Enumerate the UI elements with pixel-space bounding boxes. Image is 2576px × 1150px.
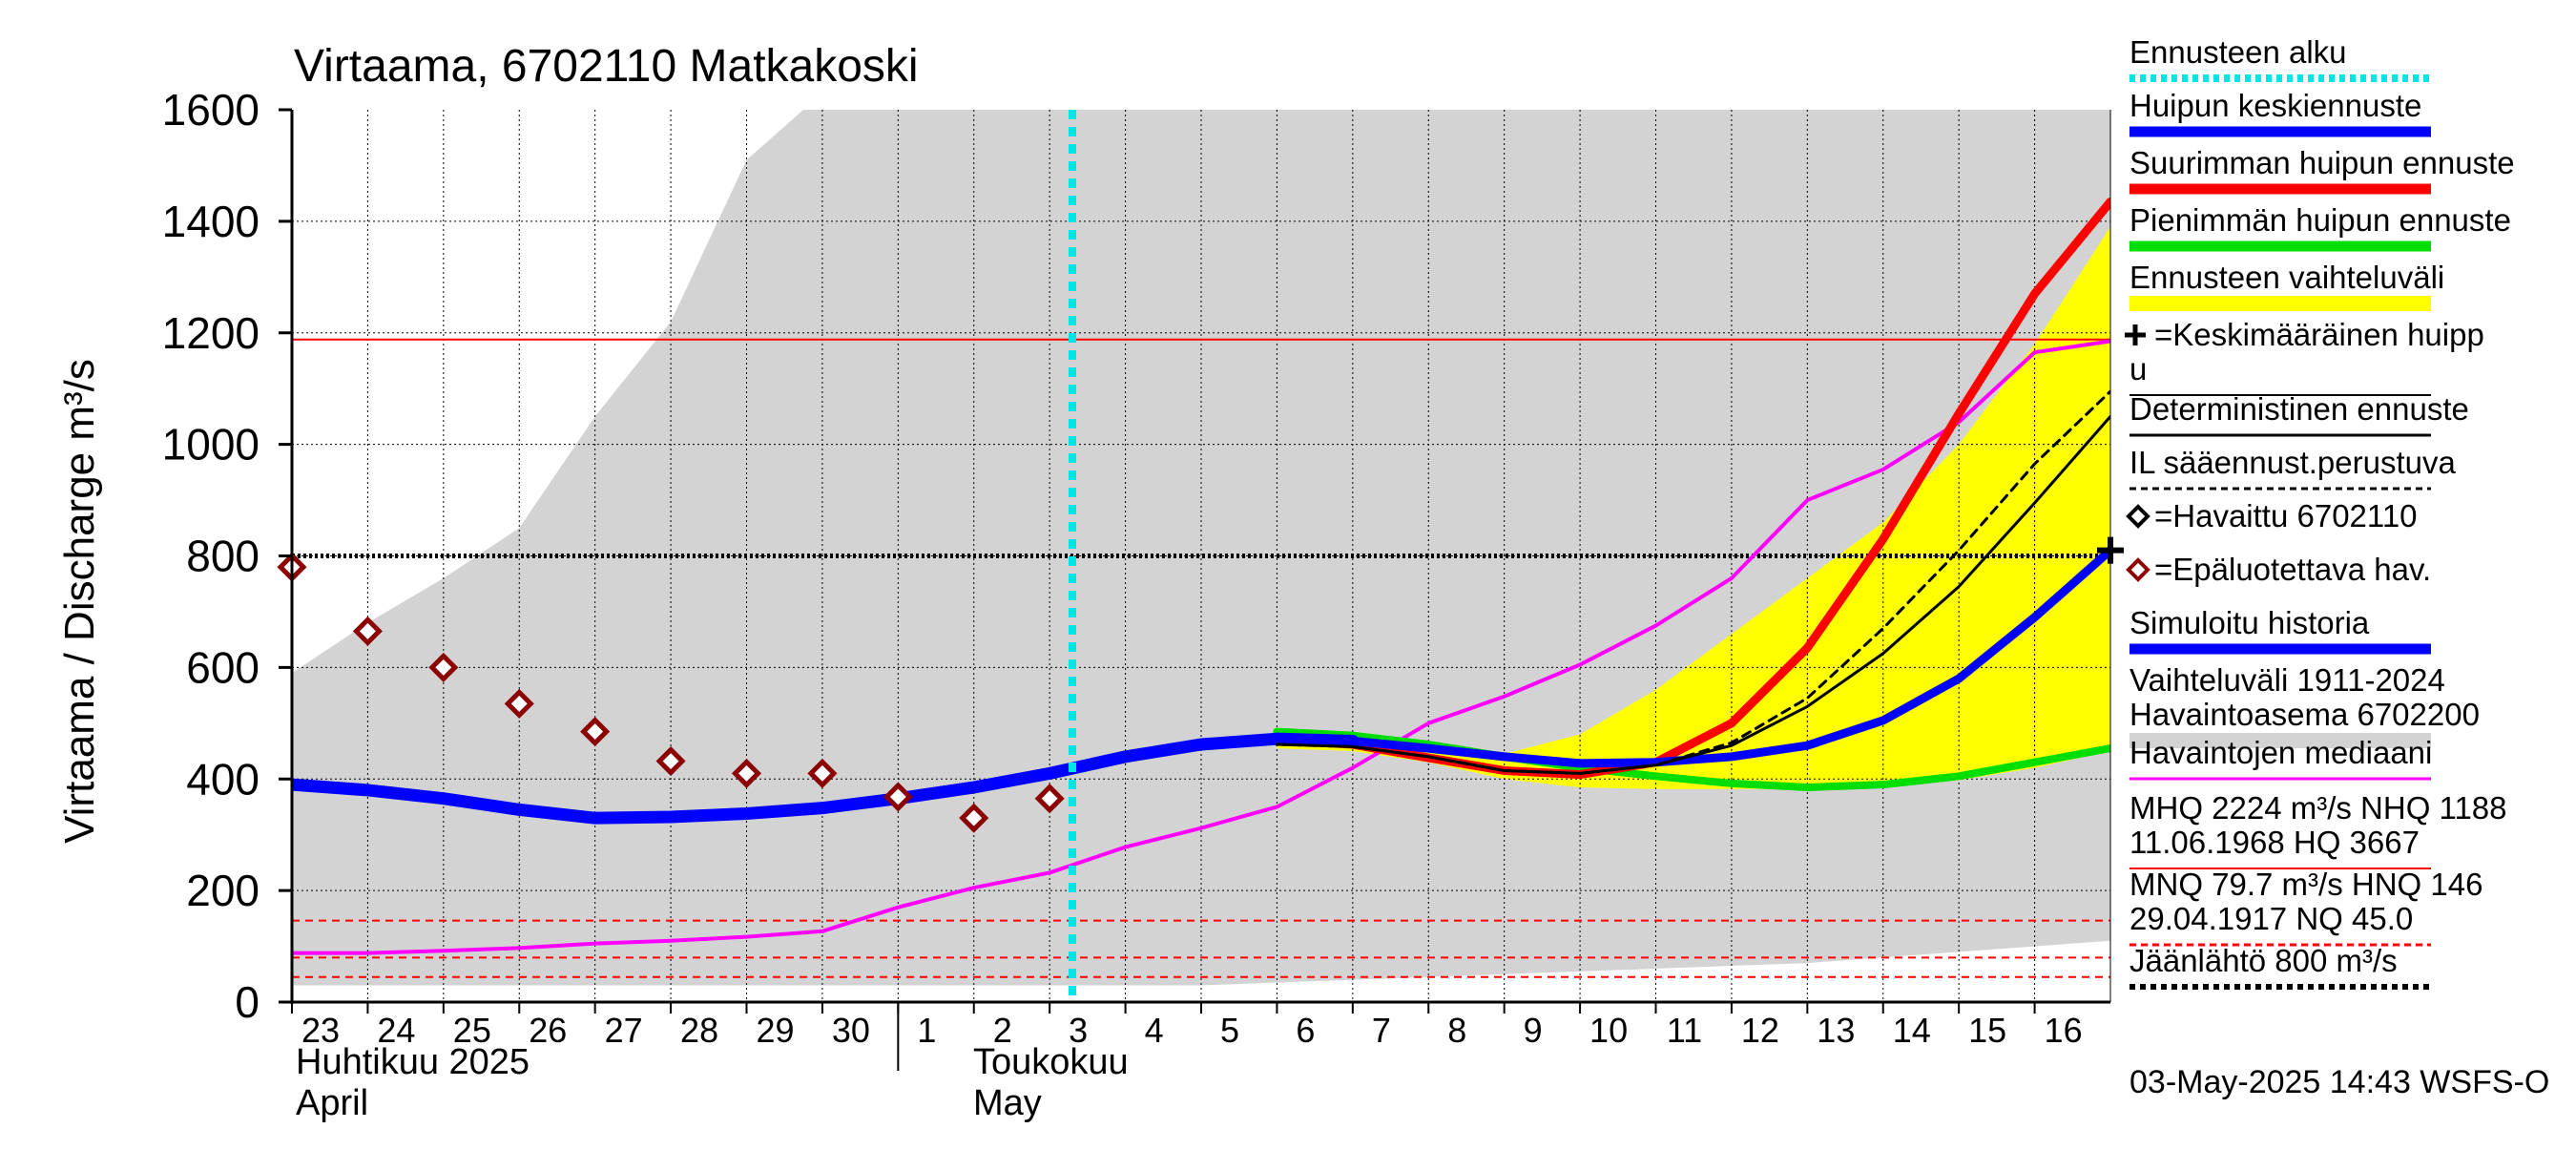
- legend-diamond-marker: [2126, 557, 2150, 582]
- x-tick-label: 13: [1817, 1011, 1855, 1050]
- x-tick-label: 6: [1296, 1011, 1315, 1050]
- x-tick-label: 25: [453, 1011, 491, 1050]
- series-line-deterministinen-ennuste: [1275, 414, 2110, 775]
- legend-label: Ennusteen alku: [2129, 34, 2347, 70]
- x-tick-label: 8: [1447, 1011, 1466, 1050]
- legend-label: =Epäluotettava hav.: [2154, 552, 2431, 587]
- x-tick-label: 12: [1741, 1011, 1779, 1050]
- month-labels: Huhtikuu 2025 April Toukokuu May: [296, 1042, 1129, 1123]
- y-tick-label: 800: [186, 532, 260, 581]
- y-tick-label: 1600: [162, 85, 260, 135]
- x-tick-label: 24: [377, 1011, 415, 1050]
- month-label-may-fi: Toukokuu: [973, 1042, 1129, 1082]
- observation-marker: [1034, 784, 1065, 814]
- legend-swatch: [2129, 733, 2431, 748]
- x-tick-label: 29: [756, 1011, 794, 1050]
- observation-marker: [352, 616, 383, 646]
- legend-label: Jäänlähtö 800 m³/s: [2129, 943, 2398, 978]
- observation-marker: [807, 758, 838, 788]
- x-tick-label: 26: [529, 1011, 567, 1050]
- y-tick-label: 400: [186, 754, 260, 804]
- legend-label-line2: 29.04.1917 NQ 45.0: [2129, 901, 2413, 936]
- month-label-april-en: April: [296, 1083, 368, 1123]
- legend-label: =Keskimääräinen huipp: [2154, 317, 2484, 352]
- y-tick-label: 1000: [162, 420, 260, 470]
- x-tick-label: 30: [832, 1011, 870, 1050]
- x-tick-label: 2: [993, 1011, 1012, 1050]
- observation-marker: [655, 746, 686, 777]
- x-tick-label: 15: [1968, 1011, 2006, 1050]
- x-tick-label: 3: [1069, 1011, 1088, 1050]
- legend-label-line2: 11.06.1968 HQ 3667: [2129, 825, 2420, 860]
- x-tick-label: 4: [1145, 1011, 1164, 1050]
- timestamp-label: 03-May-2025 14:43 WSFS-O: [2129, 1064, 2549, 1100]
- chart-legend: Ennusteen alku Huipun keskiennuste Suurimm…: [2125, 34, 2515, 990]
- y-tick-label: 1200: [162, 308, 260, 358]
- legend-label: MNQ 79.7 m³/s HNQ 146: [2129, 867, 2483, 902]
- y-tick-label: 200: [186, 866, 260, 915]
- legend-label: Deterministinen ennuste: [2129, 391, 2469, 427]
- legend-swatch: [2129, 296, 2431, 311]
- x-tick-label: 1: [917, 1011, 936, 1050]
- legend-label: Suurimman huipun ennuste: [2129, 145, 2515, 180]
- legend-diamond-marker: [2126, 504, 2150, 529]
- y-tick-label: 0: [235, 977, 260, 1027]
- legend-label: Pienimmän huipun ennuste: [2129, 202, 2511, 238]
- x-tick-label: 11: [1667, 1011, 1702, 1050]
- legend-label-line2: Havaintoasema 6702200: [2129, 697, 2480, 732]
- x-tick-label: 14: [1893, 1011, 1931, 1050]
- x-tick-label: 23: [301, 1011, 340, 1050]
- observation-marker: [428, 652, 459, 682]
- y-axis-label: Virtaama / Discharge m³/s: [56, 359, 103, 844]
- legend-label: Vaihteluväli 1911-2024: [2129, 662, 2445, 698]
- legend-label: Havaintojen mediaani: [2129, 735, 2432, 770]
- chart-title: Virtaama, 6702110 Matkakoski: [294, 41, 919, 92]
- legend-label: Huipun keskiennuste: [2129, 88, 2421, 123]
- observation-marker: [731, 758, 762, 788]
- legend-label: MHQ 2224 m³/s NHQ 1188: [2129, 790, 2507, 826]
- chart-grid: [292, 110, 2110, 1002]
- forecast-range-band: [1277, 226, 2110, 789]
- x-tick-label: 28: [680, 1011, 718, 1050]
- legend-label: Simuloitu historia: [2129, 605, 2370, 640]
- observation-marker: [883, 782, 913, 812]
- x-tick-label: 10: [1589, 1011, 1628, 1050]
- chart-series-layer: [277, 110, 2124, 1002]
- series-line-simuloitu-historia: [292, 732, 1360, 825]
- x-tick-label: 5: [1220, 1011, 1239, 1050]
- month-label-april-fi: Huhtikuu 2025: [296, 1042, 530, 1082]
- series-line-havaintojen-mediaani: [292, 339, 2110, 955]
- observation-marker: [580, 717, 611, 747]
- x-tick-label: 27: [605, 1011, 643, 1050]
- legend-label: =Havaittu 6702110: [2154, 498, 2418, 533]
- y-tick-label: 600: [186, 642, 260, 692]
- legend-label: Ennusteen vaihteluväli: [2129, 260, 2444, 295]
- observation-marker: [504, 688, 534, 719]
- month-label-may-en: May: [973, 1083, 1042, 1123]
- x-tick-label: 16: [2045, 1011, 2083, 1050]
- series-line-huipun-keskiennuste: [1272, 546, 2110, 768]
- observation-marker: [959, 803, 989, 833]
- y-tick-label: 1400: [162, 197, 260, 246]
- x-tick-label: 7: [1372, 1011, 1391, 1050]
- legend-label: IL sääennust.perustuva: [2129, 445, 2456, 480]
- legend-label-line2: u: [2129, 351, 2147, 387]
- x-tick-label: 9: [1524, 1011, 1543, 1050]
